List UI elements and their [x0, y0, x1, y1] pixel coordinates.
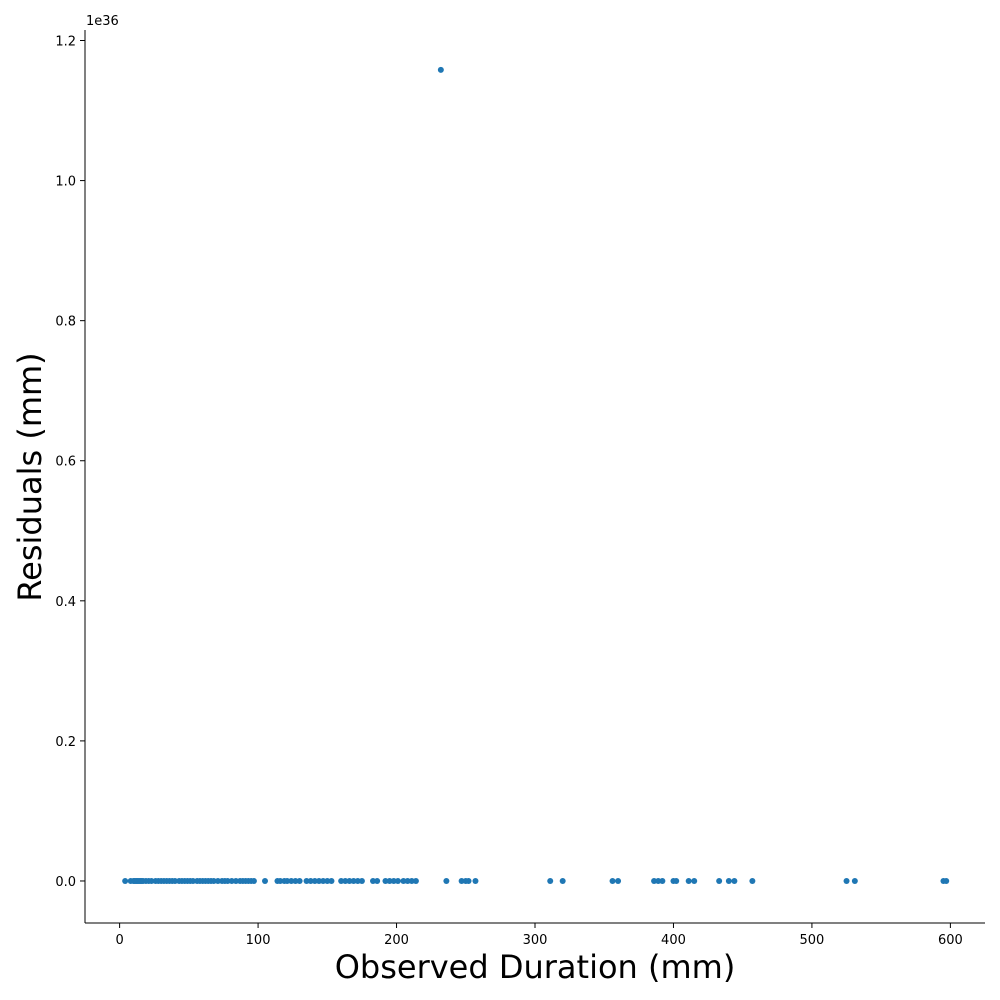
data-point: [374, 877, 381, 884]
y-tick-label: 1.2: [55, 35, 76, 50]
x-tick-label: 300: [523, 933, 548, 948]
y-tick-label: 0.2: [55, 735, 76, 750]
data-point: [651, 877, 658, 884]
data-point: [190, 877, 196, 884]
y-tick-label: 0.8: [55, 315, 76, 330]
data-point: [443, 877, 450, 884]
data-point: [659, 877, 666, 884]
data-point: [673, 877, 680, 884]
data-point: [382, 877, 389, 884]
data-point: [559, 877, 566, 884]
x-tick-label: 100: [246, 933, 271, 948]
data-point: [262, 877, 268, 884]
data-point: [311, 877, 318, 884]
data-point: [350, 877, 357, 884]
data-point: [320, 877, 327, 884]
x-axis-label: Observed Duration (mm): [335, 948, 736, 986]
data-point: [214, 877, 221, 884]
x-tick-label: 0: [115, 933, 123, 948]
data-point: [386, 877, 393, 884]
data-point: [303, 877, 310, 884]
data-point: [472, 877, 479, 884]
y-axis-ticks: 0.0 0.2 0.4 0.6 0.8 1.0 1.2: [55, 35, 85, 890]
data-point: [307, 877, 314, 884]
data-point: [465, 877, 472, 884]
data-point: [338, 877, 345, 884]
x-axis-ticks: 0 100 200 300 400 500 600: [115, 923, 963, 948]
x-tick-label: 600: [938, 933, 963, 948]
x-tick-label: 400: [661, 933, 686, 948]
data-point: [224, 877, 231, 884]
data-point: [404, 877, 411, 884]
data-point: [731, 877, 738, 884]
data-point: [328, 877, 335, 884]
data-point: [843, 877, 850, 884]
y-tick-label: 0.6: [55, 455, 76, 470]
data-point: [277, 877, 284, 884]
data-point: [691, 877, 698, 884]
data-point: [346, 877, 353, 884]
data-point: [228, 877, 235, 884]
data-point: [655, 877, 662, 884]
y-tick-label: 0.0: [55, 875, 76, 890]
data-point: [284, 877, 291, 884]
data-point: [851, 877, 858, 884]
plot-area: [122, 66, 950, 884]
data-point: [615, 877, 622, 884]
data-point: [458, 877, 465, 884]
data-point: [342, 877, 349, 884]
data-point: [250, 877, 257, 884]
data-point: [685, 877, 692, 884]
data-point: [437, 66, 444, 73]
data-point: [148, 877, 155, 884]
y-axis-label: Residuals (mm): [11, 352, 49, 601]
y-axis-offset-text: 1e36: [86, 14, 119, 29]
data-point: [354, 877, 361, 884]
data-point: [749, 877, 756, 884]
data-point: [316, 877, 322, 884]
data-point: [609, 877, 616, 884]
data-point: [547, 877, 554, 884]
x-tick-label: 500: [800, 933, 825, 948]
data-point: [390, 877, 397, 884]
y-tick-label: 1.0: [55, 175, 76, 190]
data-point: [716, 877, 723, 884]
data-point: [394, 877, 401, 884]
data-point: [288, 877, 295, 884]
data-point: [370, 877, 376, 884]
data-point: [412, 877, 419, 884]
data-point: [296, 877, 303, 884]
x-tick-label: 200: [384, 933, 409, 948]
data-point: [324, 877, 331, 884]
data-point: [358, 877, 365, 884]
data-point: [943, 877, 950, 884]
data-point: [122, 877, 129, 884]
data-point: [172, 877, 178, 884]
data-point: [210, 877, 217, 884]
y-tick-label: 0.4: [55, 595, 76, 610]
data-point: [292, 877, 299, 884]
data-point: [725, 877, 732, 884]
data-point: [232, 877, 239, 884]
data-point: [400, 877, 407, 884]
data-point: [408, 877, 415, 884]
